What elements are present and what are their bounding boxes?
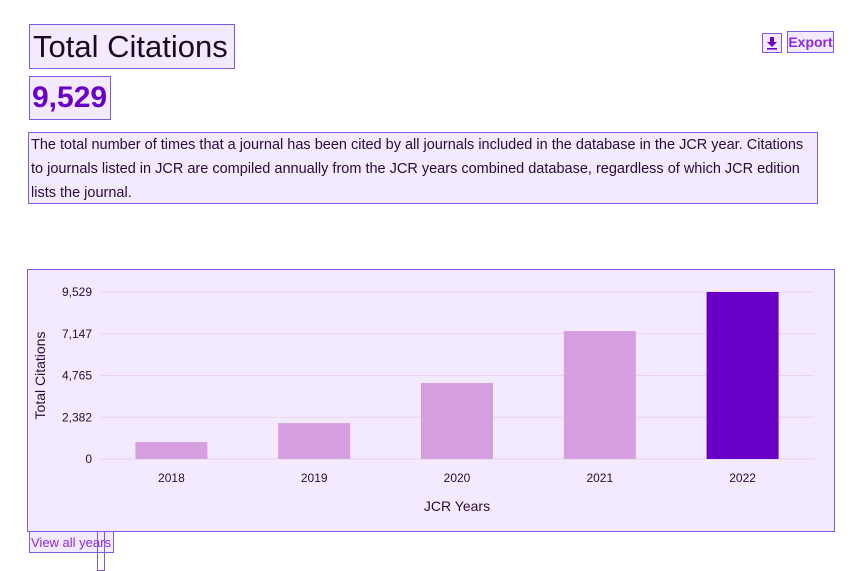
total-citations-value: 9,529 xyxy=(29,76,111,120)
bar-2019 xyxy=(278,423,351,459)
bar-chart: 0 2,382 4,765 7,147 9,529 2018 2019 2020 2021 202… xyxy=(32,285,814,514)
bar-2021 xyxy=(563,331,636,459)
bar-2020 xyxy=(421,382,493,459)
x-axis-label: JCR Years xyxy=(424,498,490,514)
view-all-years-link[interactable]: View all years xyxy=(29,531,114,553)
x-tick-label: 2020 xyxy=(444,471,471,485)
y-tick-label: 0 xyxy=(85,452,92,466)
divider xyxy=(97,531,105,571)
x-tick-label: 2018 xyxy=(158,471,185,485)
y-tick-label: 4,765 xyxy=(62,369,92,383)
y-axis-label: Total Citations xyxy=(32,332,48,420)
y-tick-label: 7,147 xyxy=(62,327,92,341)
download-icon[interactable] xyxy=(762,33,782,53)
export-button[interactable]: Export xyxy=(787,31,834,53)
x-tick-label: 2021 xyxy=(586,471,613,485)
bar-2022 xyxy=(706,292,779,459)
bar-2018 xyxy=(135,442,208,459)
x-tick-label: 2022 xyxy=(729,471,756,485)
x-tick-label: 2019 xyxy=(301,471,328,485)
citations-chart: 0 2,382 4,765 7,147 9,529 2018 2019 2020 2021 202… xyxy=(27,269,835,532)
page-title: Total Citations xyxy=(29,24,235,69)
y-tick-label: 9,529 xyxy=(62,285,92,299)
y-tick-label: 2,382 xyxy=(62,410,92,424)
description: The total number of times that a journal… xyxy=(28,132,818,204)
